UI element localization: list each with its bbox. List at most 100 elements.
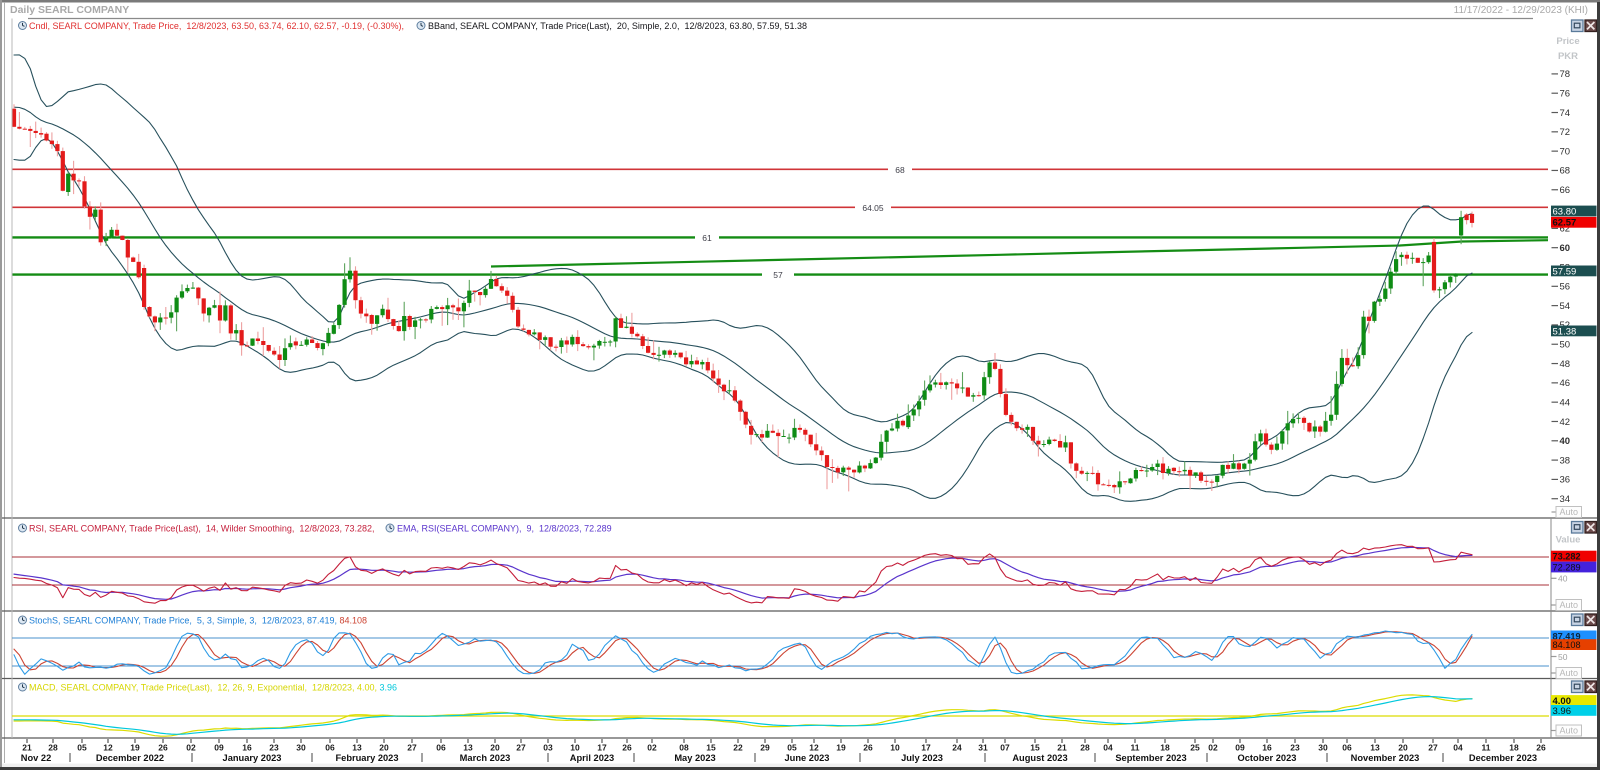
- svg-text:72.289: 72.289: [1553, 562, 1581, 572]
- svg-text:21: 21: [1057, 743, 1067, 753]
- svg-text:40: 40: [1558, 574, 1568, 584]
- svg-text:15: 15: [1030, 743, 1040, 753]
- svg-text:Cndl, SEARL COMPANY, Trade Pri: Cndl, SEARL COMPANY, Trade Price, 12/8/2…: [29, 21, 404, 31]
- svg-text:Daily SEARL COMPANY: Daily SEARL COMPANY: [10, 4, 129, 16]
- svg-text:PKR: PKR: [1558, 51, 1578, 62]
- svg-text:46: 46: [1560, 378, 1571, 389]
- svg-text:02: 02: [647, 743, 657, 753]
- svg-text:70: 70: [1560, 146, 1571, 157]
- svg-text:17: 17: [597, 743, 607, 753]
- svg-text:20: 20: [490, 743, 500, 753]
- svg-text:3.96: 3.96: [1553, 706, 1572, 717]
- svg-text:Auto: Auto: [1559, 726, 1578, 736]
- svg-text:17: 17: [921, 743, 931, 753]
- svg-text:09: 09: [214, 743, 224, 753]
- svg-text:40: 40: [1560, 436, 1571, 447]
- svg-text:28: 28: [1080, 743, 1090, 753]
- svg-text:Value: Value: [1556, 535, 1581, 546]
- svg-text:August 2023: August 2023: [1012, 753, 1067, 763]
- svg-text:February 2023: February 2023: [335, 753, 398, 763]
- svg-text:34: 34: [1560, 494, 1571, 505]
- svg-text:08: 08: [679, 743, 689, 753]
- svg-text:23: 23: [269, 743, 279, 753]
- svg-text:62.57: 62.57: [1553, 218, 1577, 229]
- svg-text:06: 06: [436, 743, 446, 753]
- svg-text:05: 05: [787, 743, 797, 753]
- svg-text:56: 56: [1560, 282, 1571, 293]
- svg-text:87.419: 87.419: [1553, 631, 1581, 641]
- svg-text:26: 26: [1536, 743, 1546, 753]
- svg-text:03: 03: [543, 743, 553, 753]
- svg-text:48: 48: [1560, 359, 1571, 370]
- svg-text:StochS, SEARL COMPANY, Trade P: StochS, SEARL COMPANY, Trade Price, 5, 3…: [29, 615, 367, 625]
- svg-text:05: 05: [77, 743, 87, 753]
- svg-text:72: 72: [1560, 127, 1571, 138]
- svg-text:11: 11: [1482, 743, 1491, 753]
- svg-text:16: 16: [242, 743, 252, 753]
- svg-text:Price: Price: [1556, 36, 1579, 47]
- svg-text:19: 19: [836, 743, 846, 753]
- svg-text:44: 44: [1560, 397, 1571, 408]
- svg-text:10: 10: [890, 743, 900, 753]
- svg-text:22: 22: [733, 743, 743, 753]
- svg-text:06: 06: [325, 743, 335, 753]
- svg-text:57.59: 57.59: [1553, 266, 1577, 277]
- svg-text:02: 02: [186, 743, 196, 753]
- svg-text:15: 15: [706, 743, 716, 753]
- svg-text:September 2023: September 2023: [1115, 753, 1186, 763]
- svg-text:April 2023: April 2023: [570, 753, 614, 763]
- svg-text:13: 13: [352, 743, 362, 753]
- svg-text:May 2023: May 2023: [674, 753, 715, 763]
- svg-text:36: 36: [1560, 475, 1571, 486]
- svg-text:20: 20: [1398, 743, 1408, 753]
- svg-text:July 2023: July 2023: [901, 753, 943, 763]
- svg-text:4.00: 4.00: [1553, 696, 1572, 707]
- svg-text:51.38: 51.38: [1553, 326, 1577, 337]
- svg-text:30: 30: [296, 743, 306, 753]
- svg-text:27: 27: [407, 743, 417, 753]
- svg-text:06: 06: [1342, 743, 1352, 753]
- svg-text:25: 25: [1190, 743, 1200, 753]
- svg-text:13: 13: [463, 743, 473, 753]
- svg-text:11/17/2022 - 12/29/2023 (KHI): 11/17/2022 - 12/29/2023 (KHI): [1454, 5, 1588, 16]
- svg-text:RSI, SEARL COMPANY, Trade Pric: RSI, SEARL COMPANY, Trade Price(Last), 1…: [29, 523, 375, 533]
- svg-text:20: 20: [379, 743, 389, 753]
- svg-text:31: 31: [978, 743, 988, 753]
- svg-text:26: 26: [622, 743, 632, 753]
- svg-text:10: 10: [570, 743, 580, 753]
- svg-text:29: 29: [760, 743, 770, 753]
- svg-text:54: 54: [1560, 301, 1571, 312]
- svg-text:78: 78: [1560, 69, 1571, 80]
- svg-text:68: 68: [895, 165, 905, 175]
- svg-text:60: 60: [1560, 243, 1571, 254]
- svg-text:66: 66: [1560, 185, 1571, 196]
- svg-text:16: 16: [1262, 743, 1272, 753]
- svg-text:62: 62: [1560, 224, 1571, 235]
- svg-text:27: 27: [516, 743, 526, 753]
- svg-text:EMA, RSI(SEARL COMPANY), 9,: EMA, RSI(SEARL COMPANY), 9, 12/8/2023, 7…: [397, 523, 612, 533]
- svg-text:04: 04: [1453, 743, 1463, 753]
- svg-text:October 2023: October 2023: [1238, 753, 1297, 763]
- svg-text:68: 68: [1560, 166, 1571, 177]
- svg-text:18: 18: [1160, 743, 1170, 753]
- svg-text:19: 19: [130, 743, 140, 753]
- svg-text:07: 07: [1000, 743, 1010, 753]
- svg-text:Nov 22: Nov 22: [21, 753, 52, 763]
- svg-text:61: 61: [702, 233, 712, 243]
- svg-text:74: 74: [1560, 108, 1571, 119]
- svg-text:Auto: Auto: [1559, 668, 1578, 678]
- svg-text:73.282: 73.282: [1553, 552, 1581, 562]
- svg-text:30: 30: [1318, 743, 1328, 753]
- svg-text:Auto: Auto: [1559, 507, 1578, 517]
- svg-text:24: 24: [952, 743, 962, 753]
- svg-text:January 2023: January 2023: [223, 753, 282, 763]
- svg-text:04: 04: [1103, 743, 1113, 753]
- svg-text:27: 27: [1428, 743, 1438, 753]
- svg-text:42: 42: [1560, 417, 1571, 428]
- svg-text:November 2023: November 2023: [1351, 753, 1420, 763]
- svg-text:84.108: 84.108: [1553, 640, 1581, 650]
- svg-text:18: 18: [1509, 743, 1519, 753]
- svg-text:11: 11: [1131, 743, 1140, 753]
- svg-text:63.80: 63.80: [1553, 206, 1577, 217]
- svg-text:50: 50: [1558, 652, 1568, 662]
